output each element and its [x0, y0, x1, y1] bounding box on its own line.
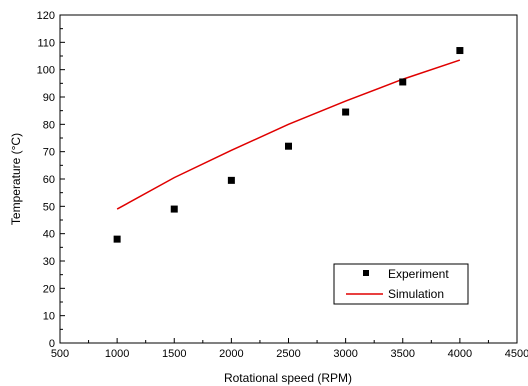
x-tick-label: 2000 — [219, 348, 243, 360]
y-tick-label: 90 — [43, 92, 55, 104]
y-tick-label: 50 — [43, 201, 55, 213]
y-tick-label: 40 — [43, 229, 55, 241]
experiment-point — [342, 108, 350, 116]
experiment-points — [113, 47, 464, 243]
y-tick-label: 0 — [49, 338, 55, 350]
x-tick-label: 3000 — [333, 348, 357, 360]
y-tick-label: 100 — [37, 65, 55, 77]
legend-experiment-label: Experiment — [388, 267, 449, 281]
x-tick-label: 3500 — [391, 348, 415, 360]
x-tick-label: 1000 — [105, 348, 129, 360]
y-tick-label: 110 — [37, 37, 55, 49]
y-axis: 0 10 20 30 40 50 60 70 80 90 100 110 120 — [37, 10, 65, 350]
x-axis-label: Rotational speed (RPM) — [224, 371, 352, 385]
experiment-point — [113, 235, 121, 243]
x-tick-label: 2500 — [276, 348, 300, 360]
y-tick-label: 20 — [43, 283, 55, 295]
simulation-line — [116, 59, 461, 210]
experiment-point — [456, 47, 464, 55]
y-tick-label: 60 — [43, 174, 55, 186]
x-tick-label: 1500 — [162, 348, 186, 360]
y-tick-label: 70 — [43, 147, 55, 159]
legend-simulation-label: Simulation — [388, 287, 444, 301]
x-tick-label: 4500 — [505, 348, 528, 360]
experiment-point — [285, 142, 292, 150]
x-tick-label: 500 — [51, 348, 69, 360]
y-tick-label: 30 — [43, 256, 55, 268]
legend: Experiment Simulation — [333, 263, 469, 305]
y-axis-label: Temperature (°C) — [9, 133, 23, 225]
y-tick-label: 120 — [37, 10, 55, 22]
x-tick-label: 4000 — [448, 348, 472, 360]
x-axis: 500 1000 1500 2000 2500 3000 3500 4000 4500 — [51, 338, 528, 360]
experiment-point — [227, 176, 235, 184]
experiment-point — [170, 205, 178, 213]
legend-experiment-marker — [363, 270, 369, 276]
experiment-point — [399, 78, 407, 86]
legend-box — [333, 263, 469, 305]
y-tick-label: 80 — [43, 119, 55, 131]
y-tick-label: 10 — [43, 311, 55, 323]
